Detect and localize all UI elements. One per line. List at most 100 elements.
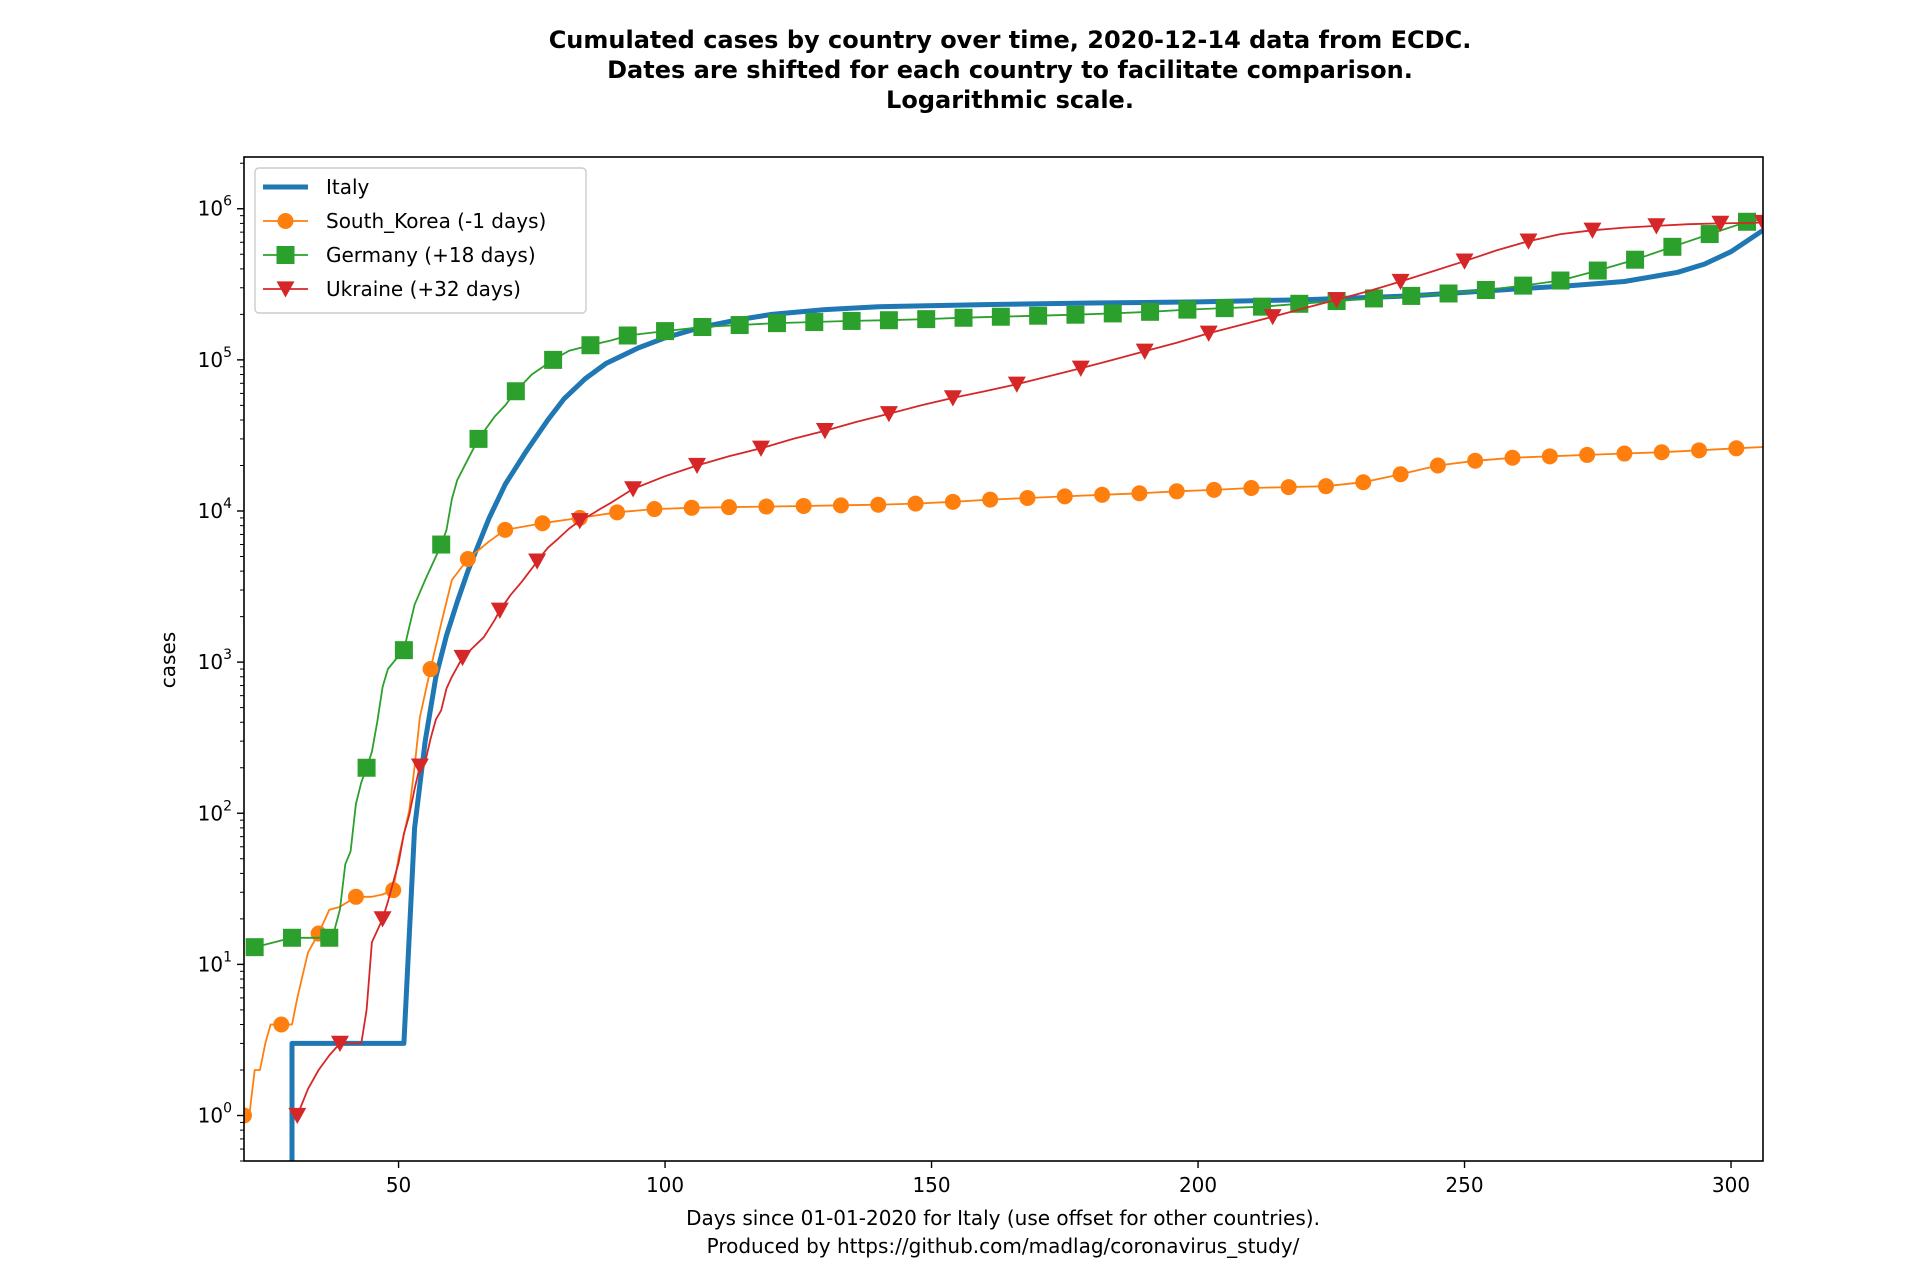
series-4-point <box>1647 218 1666 235</box>
series-4-point <box>1455 253 1474 270</box>
series-3-point <box>544 350 563 369</box>
legend-entry: South_Korea (-1 days) <box>263 209 546 233</box>
series-3-point <box>1066 305 1085 324</box>
series-2-point <box>609 504 626 521</box>
series-3-point <box>954 308 973 327</box>
y-tick-label: 102 <box>198 798 232 825</box>
series-2-point <box>1653 444 1670 461</box>
legend-swatch-marker <box>276 281 295 298</box>
series-3-point <box>767 314 786 333</box>
series-4-point <box>1071 360 1090 377</box>
legend-label: Germany (+18 days) <box>326 243 536 267</box>
series-4-point <box>1135 343 1154 360</box>
x-tick-label: 150 <box>912 1173 950 1197</box>
y-tick-label: 105 <box>198 345 232 372</box>
series-2-point <box>1280 479 1297 496</box>
series-2-point <box>646 501 663 518</box>
series-2-point <box>907 495 924 512</box>
series-3 <box>245 212 1763 957</box>
series-3-point <box>1439 284 1458 303</box>
series-4-point <box>1327 292 1346 309</box>
legend-entry: Italy <box>263 175 370 199</box>
series-3-point <box>842 311 861 330</box>
series-2-point <box>1056 488 1073 505</box>
series-4-line <box>296 221 1763 1116</box>
x-tick-label: 300 <box>1712 1173 1750 1197</box>
x-tick-label: 50 <box>386 1173 411 1197</box>
chart-title-line-1: Cumulated cases by country over time, 20… <box>549 26 1472 54</box>
series-2-point <box>1541 448 1558 465</box>
series-2-point <box>1317 478 1334 495</box>
series-3-point <box>1738 212 1757 231</box>
series-2-point <box>870 496 887 513</box>
series-4-point <box>330 1035 349 1052</box>
y-tick-label: 106 <box>198 194 232 221</box>
series-2-point <box>1467 452 1484 469</box>
series-2-point <box>459 551 476 568</box>
series-3-point <box>1215 299 1234 318</box>
series-2-point <box>244 1107 252 1124</box>
series-3-point <box>879 311 898 330</box>
series-2-point <box>1579 446 1596 463</box>
series-2-point <box>422 661 439 678</box>
series-2-point <box>1392 466 1409 483</box>
legend-box <box>254 167 587 314</box>
series-3-point <box>1700 225 1719 244</box>
series-3-point <box>1364 289 1383 308</box>
series-3-point <box>432 535 451 554</box>
legend-label: South_Korea (-1 days) <box>326 209 546 233</box>
x-tick-label: 200 <box>1179 1173 1217 1197</box>
series-4-point <box>373 911 392 928</box>
series-4-point <box>453 649 472 667</box>
series-4-point <box>1754 214 1763 232</box>
series-2-point <box>1168 483 1185 500</box>
series-2-point <box>347 888 364 905</box>
series-3-point <box>469 429 488 448</box>
legend: Italy South_Korea (-1 days) Germany (+18 d… <box>254 167 587 314</box>
legend-swatch-marker <box>276 246 295 264</box>
series-4-point <box>1263 309 1282 326</box>
series-4 <box>288 214 1763 1125</box>
series-2-point <box>1691 442 1708 459</box>
series-3-point <box>1663 237 1682 256</box>
series-4-point <box>410 758 429 775</box>
series-2-point <box>1616 445 1633 462</box>
x-tick-label: 100 <box>646 1173 684 1197</box>
series-4-point <box>1391 273 1410 291</box>
series-3-point <box>1178 300 1197 319</box>
series-3-point <box>1141 302 1160 321</box>
series-3-point <box>245 938 264 957</box>
x-tick-label: 250 <box>1445 1173 1483 1197</box>
y-axis-label: cases <box>156 632 180 688</box>
series-3-point <box>357 758 376 777</box>
series-2 <box>244 440 1763 1124</box>
series-3-point <box>1402 286 1421 305</box>
series-4-point <box>815 423 834 440</box>
legend-swatch-marker <box>277 213 294 229</box>
series-2-point <box>534 515 551 532</box>
series-4-point <box>528 553 547 570</box>
series-2-point <box>1019 489 1036 506</box>
series-3-point <box>581 336 600 355</box>
series-2-point <box>1094 486 1111 503</box>
series-3-point <box>1514 276 1533 295</box>
series-2-point <box>982 491 999 508</box>
series-3-point <box>1626 250 1645 269</box>
series-4-point <box>624 481 643 498</box>
legend-entry: Ukraine (+32 days) <box>263 277 521 301</box>
series-4-point <box>751 440 770 457</box>
series-3-point <box>1588 261 1607 280</box>
series-2-point <box>1355 474 1372 491</box>
series-4-point <box>688 457 707 475</box>
series-2-point <box>721 499 738 516</box>
series-4-point <box>1007 376 1026 393</box>
plot-frame <box>243 156 1764 1162</box>
series-2-point <box>795 497 812 514</box>
series-3-point <box>320 928 339 947</box>
chart-title: Cumulated cases by country over time, 20… <box>549 26 1472 114</box>
y-axis: 100 101 102 103 104 105 106 <box>198 162 244 1162</box>
series-2-point <box>832 497 849 514</box>
series-2-point <box>1728 440 1745 457</box>
series-2-point <box>944 493 961 510</box>
